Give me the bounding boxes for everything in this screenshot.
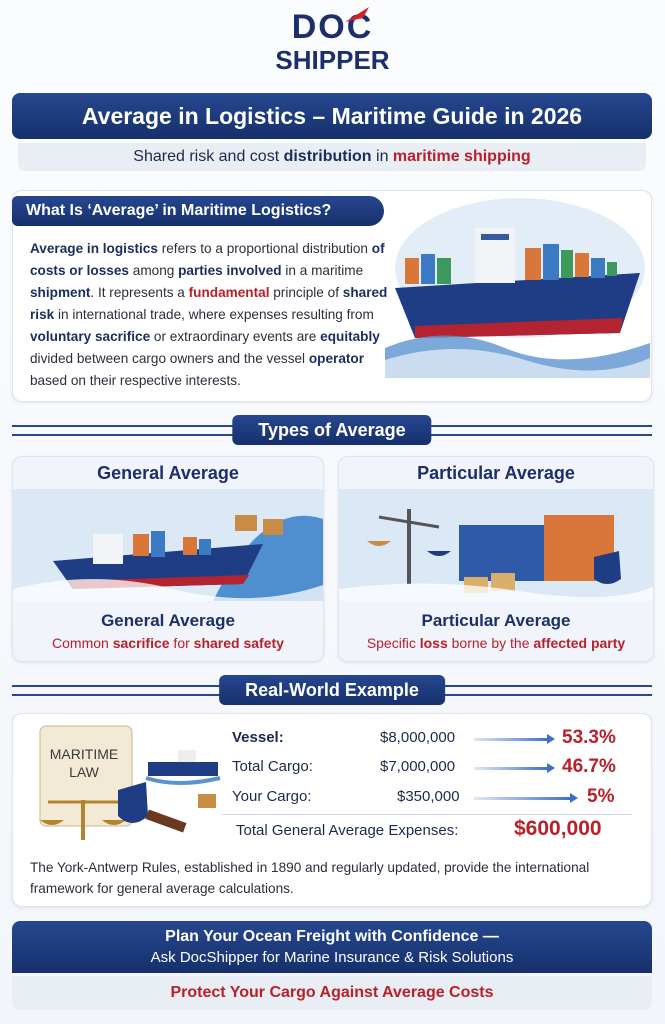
row-share: 46.7% [562, 756, 616, 777]
example-row: Total Cargo: $7,000,000 46.7% [232, 756, 632, 780]
text: fundamental [188, 285, 270, 300]
title: Average in Logistics – Maritime Guide in… [81, 103, 583, 129]
card-caption-title: Particular Average [421, 611, 571, 630]
text: for [169, 635, 194, 651]
ship-illustration [385, 198, 650, 378]
text: LAW [69, 764, 99, 780]
row-amount: $7,000,000 [380, 758, 456, 775]
arrow [474, 793, 578, 803]
text: operator [308, 351, 364, 366]
logo: DOC SHIPPER [255, 7, 410, 83]
logo-line2: SHIPPER [275, 45, 390, 75]
separator [222, 814, 632, 815]
text: MARITIME [49, 746, 119, 762]
text: among [128, 263, 179, 278]
row-amount: $350,000 [397, 788, 460, 805]
text: of costs or losses [30, 241, 385, 278]
text: refers to a proportional distribution [157, 241, 372, 256]
row-label: Vessel: [232, 729, 284, 746]
arrow [474, 734, 555, 744]
example-row: Vessel: $8,000,000 53.3% [232, 727, 632, 751]
text: or extraordinary events are [150, 329, 321, 344]
text: parties involved [178, 263, 282, 278]
text: principle of [269, 285, 343, 300]
subtitle: Shared risk and cost distribution in mar… [133, 148, 530, 165]
text: Specific [366, 635, 420, 651]
text: borne by the [447, 635, 534, 651]
logo-line1: DOC [291, 8, 374, 46]
text: divided between cargo owners and the ves… [30, 351, 309, 366]
general-illustration [13, 489, 323, 601]
example-divider: Real-World Example [12, 675, 652, 705]
cta-button[interactable]: Protect Your Cargo Against Average Costs [12, 976, 652, 1010]
text: . It represents a [90, 285, 189, 300]
text: in a maritime [281, 263, 364, 278]
card-caption: Common sacrifice for shared safety [13, 635, 323, 651]
example-note: The York-Antwerp Rules, established in 1… [30, 860, 590, 896]
law-label: MARITIME LAW [44, 745, 124, 781]
text: sacrifice [112, 635, 170, 651]
subtitle-part: in [371, 148, 393, 165]
example-heading: Real-World Example [219, 675, 445, 705]
types-heading: Types of Average [232, 415, 432, 445]
logo-plane [345, 7, 369, 22]
text: based on their respective interests. [30, 373, 241, 388]
title-bar: Average in Logistics – Maritime Guide in… [12, 93, 652, 139]
cta-bar: Plan Your Ocean Freight with Confidence … [12, 921, 652, 973]
general-card: General Average General Average Common s… [12, 456, 324, 662]
text: shared risk [30, 285, 388, 322]
arrow [474, 763, 555, 773]
card-title: General Average [97, 463, 239, 483]
text: Common [52, 635, 113, 651]
law-illustration [39, 725, 221, 840]
example-row: Your Cargo: $350,000 5% [232, 786, 632, 810]
text: shared safety [193, 635, 284, 651]
text: Average in logistics [30, 241, 158, 256]
row-share: 5% [587, 786, 615, 807]
total-amount: $600,000 [514, 817, 602, 840]
intro-paragraph: Average in logistics refers to a proport… [30, 238, 392, 392]
row-share: 53.3% [562, 727, 616, 748]
text: affected party [533, 635, 626, 651]
cta-line1: Plan Your Ocean Freight with Confidence … [165, 928, 499, 945]
card-title: Particular Average [417, 463, 575, 483]
particular-illustration [339, 489, 653, 601]
card-caption: Specific loss borne by the affected part… [339, 635, 653, 651]
subtitle-bar: Shared risk and cost distribution in mar… [18, 143, 646, 171]
row-amount: $8,000,000 [380, 729, 456, 746]
text: voluntary sacrifice [30, 329, 151, 344]
subtitle-part: Shared risk and cost [133, 148, 284, 165]
row-label: Your Cargo: [232, 788, 312, 805]
text: equitably [320, 329, 380, 344]
total-label: Total General Average Expenses: [236, 822, 459, 839]
row-label: Total Cargo: [232, 758, 313, 775]
cta-line2: Ask DocShipper for Marine Insurance & Ri… [150, 949, 514, 966]
text: loss [419, 635, 448, 651]
text: shipment [30, 285, 91, 300]
text: in international trade, where expenses r… [54, 307, 374, 322]
card-caption-title: General Average [101, 611, 235, 630]
particular-card: Particular Average Particular Average Sp… [338, 456, 654, 662]
intro-heading: What Is ‘Average’ in Maritime Logistics? [12, 196, 384, 226]
subtitle-part: distribution [283, 148, 372, 165]
types-divider: Types of Average [12, 415, 652, 445]
subtitle-part: maritime shipping [392, 148, 531, 165]
